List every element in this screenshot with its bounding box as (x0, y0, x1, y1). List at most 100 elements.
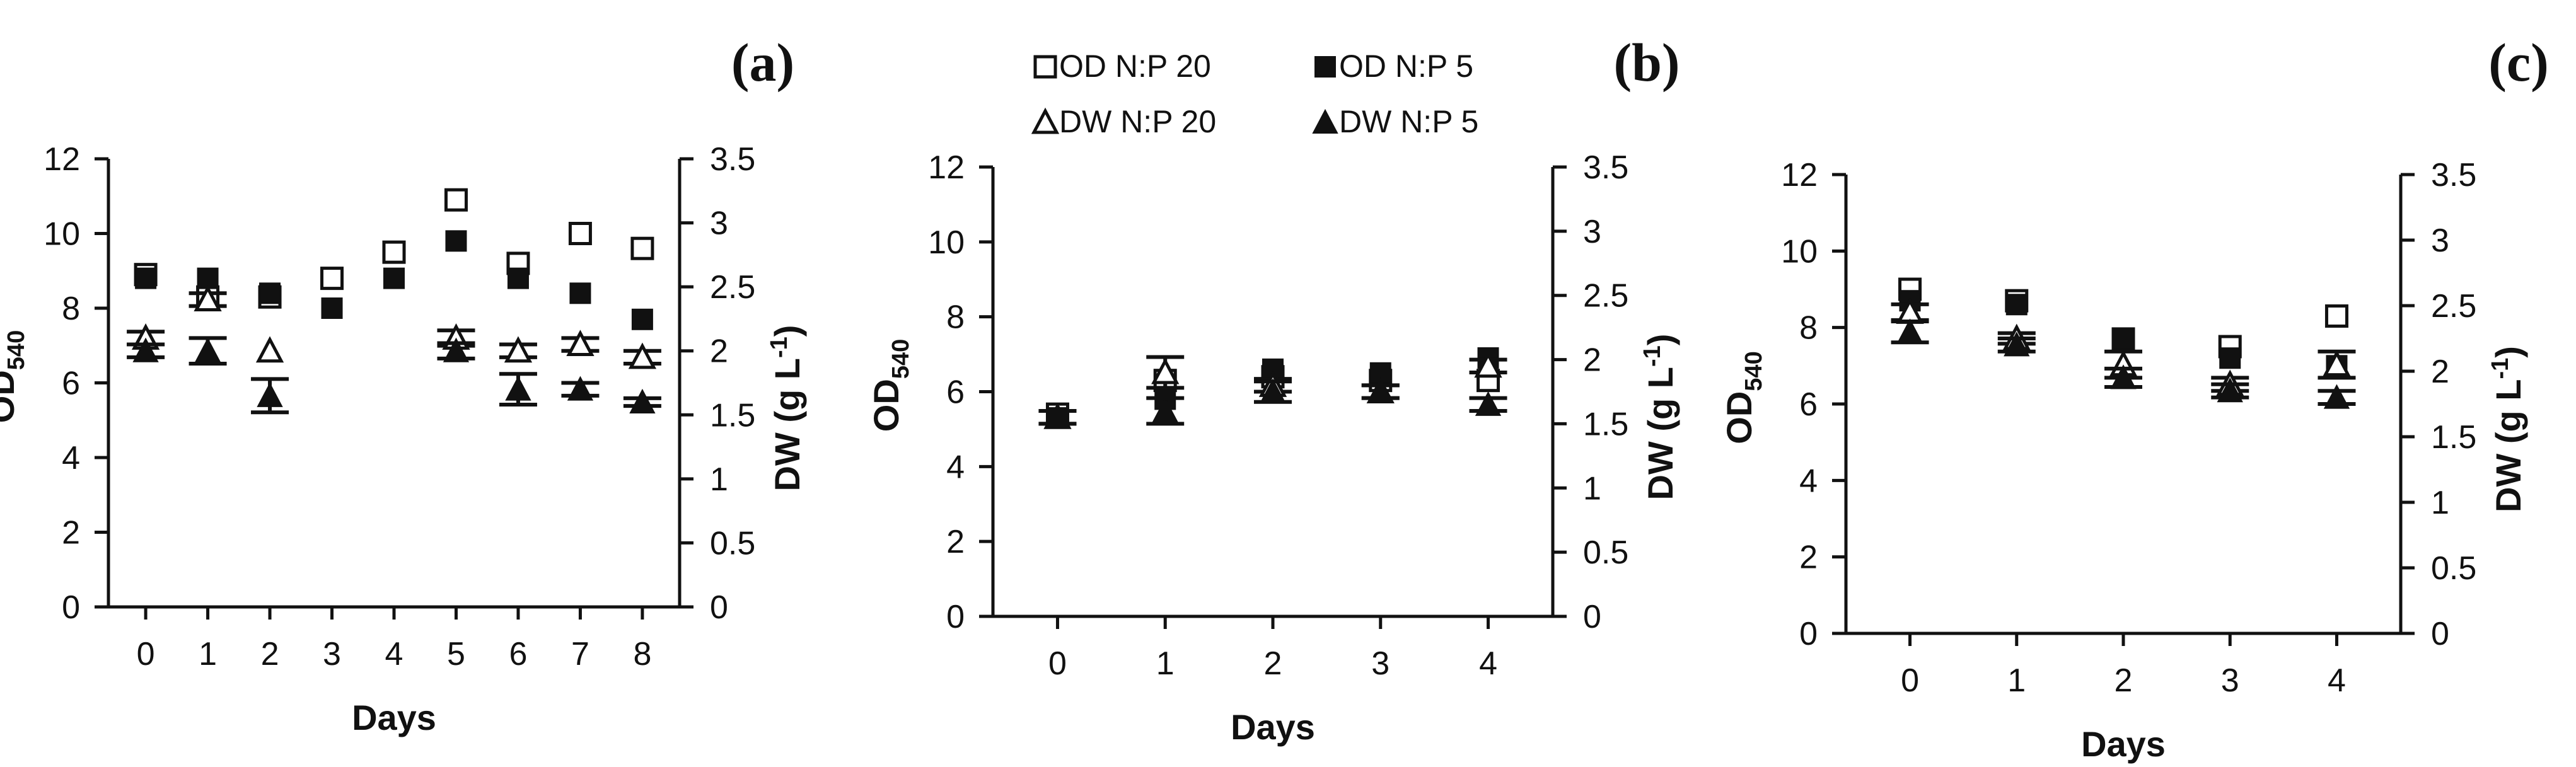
data-point (2217, 378, 2243, 403)
data-point (445, 230, 467, 252)
legend-marker-icon (1312, 108, 1338, 134)
x-tick-label: 2 (1264, 645, 1282, 682)
y2-tick-label: 1.5 (710, 397, 755, 434)
data-point (1367, 378, 1394, 403)
y-tick-label: 10 (44, 216, 80, 253)
y-tick-label: 0 (62, 589, 80, 626)
y2-axis-title: DW (g L-1) (766, 325, 807, 492)
y2-tick-label: 0.5 (710, 525, 755, 562)
data-point (2323, 350, 2351, 377)
y2-tick-label: 3.5 (1583, 149, 1628, 186)
y-tick-label: 6 (1799, 386, 1818, 423)
x-tick-label: 4 (1479, 645, 1497, 682)
y-tick-label: 2 (946, 524, 965, 560)
data-point (1896, 318, 1923, 343)
y2-tick-label: 0 (2431, 616, 2449, 652)
y2-tick-label: 0 (710, 589, 728, 626)
data-point (2323, 384, 2350, 409)
y-tick-label: 4 (62, 440, 80, 476)
data-point (255, 336, 284, 363)
x-tick-label: 0 (1048, 645, 1067, 682)
y2-tick-label: 2.5 (2431, 288, 2476, 325)
data-point (1475, 391, 1502, 416)
panel-label: (c) (2488, 32, 2548, 93)
x-tick-label: 2 (2115, 662, 2133, 699)
legend-marker-icon (1033, 55, 1057, 79)
data-point (2113, 328, 2134, 350)
y2-tick-label: 0 (1583, 599, 1601, 635)
data-point (569, 282, 591, 304)
y2-axis-title: DW (g L-1) (2487, 346, 2528, 512)
y-tick-label: 0 (946, 599, 965, 635)
series-dw-n-p-5 (1891, 318, 2356, 409)
y-tick-label: 8 (1799, 310, 1818, 347)
y2-tick-label: 3 (2431, 222, 2449, 259)
data-point (1152, 397, 1178, 423)
y2-tick-label: 2.5 (1583, 278, 1628, 314)
y2-tick-label: 1 (1583, 470, 1601, 507)
data-point (507, 267, 529, 289)
y2-tick-label: 2 (710, 333, 728, 370)
x-tick-label: 3 (323, 636, 341, 672)
x-tick-label: 6 (509, 636, 527, 672)
y-tick-label: 10 (1781, 233, 1818, 270)
y-tick-label: 8 (62, 291, 80, 327)
x-tick-label: 1 (1156, 645, 1175, 682)
data-point (1474, 351, 1502, 378)
data-point (566, 330, 595, 357)
data-point (631, 308, 653, 330)
data-point (505, 376, 531, 401)
x-axis-title: Days (352, 698, 436, 737)
x-tick-label: 1 (2007, 662, 2026, 699)
y2-tick-label: 3.5 (710, 141, 755, 178)
data-point (2219, 347, 2241, 369)
y2-tick-label: 0.5 (2431, 550, 2476, 587)
panel-label: (b) (1613, 32, 1680, 93)
legend-item: OD N:P 5 (1314, 49, 1473, 84)
data-point (2324, 304, 2348, 328)
x-tick-label: 7 (571, 636, 589, 672)
x-tick-label: 0 (1901, 662, 1919, 699)
y-tick-label: 8 (946, 299, 965, 336)
y-tick-label: 6 (62, 366, 80, 402)
y-tick-label: 12 (928, 149, 965, 186)
legend-label: OD N:P 5 (1339, 49, 1473, 84)
data-point (194, 285, 222, 311)
data-point (1260, 378, 1286, 403)
x-tick-label: 2 (261, 636, 279, 672)
y-tick-label: 6 (946, 374, 965, 411)
y2-tick-label: 3 (710, 205, 728, 242)
legend-label: DW N:P 20 (1059, 104, 1216, 139)
y-tick-label: 2 (62, 515, 80, 551)
data-point (320, 267, 344, 291)
data-point (567, 376, 594, 401)
data-point (629, 388, 656, 413)
x-tick-label: 0 (137, 636, 155, 672)
data-point (444, 188, 468, 212)
legend-item: OD N:P 20 (1033, 49, 1211, 84)
data-point (1151, 357, 1180, 384)
legend-label: OD N:P 20 (1059, 49, 1211, 84)
data-point (630, 236, 654, 260)
x-tick-label: 3 (2221, 662, 2239, 699)
data-point (257, 382, 283, 407)
y-tick-label: 0 (1799, 616, 1818, 652)
y2-tick-label: 1 (2431, 485, 2449, 521)
y2-tick-label: 3 (1583, 214, 1601, 250)
y-tick-label: 12 (1781, 157, 1818, 193)
x-tick-label: 4 (385, 636, 403, 672)
y-axis-title: OD540 (866, 339, 914, 432)
y2-tick-label: 1.5 (1583, 406, 1628, 442)
data-point (2005, 294, 2028, 316)
y2-tick-label: 2.5 (710, 269, 755, 306)
y2-tick-label: 1 (710, 461, 728, 498)
y-axis-title: OD540 (0, 330, 30, 423)
data-point (504, 336, 533, 363)
legend-item: DW N:P 5 (1312, 104, 1478, 139)
y-tick-label: 10 (928, 224, 965, 261)
data-point (383, 267, 405, 289)
x-axis-title: Days (1231, 707, 1315, 747)
